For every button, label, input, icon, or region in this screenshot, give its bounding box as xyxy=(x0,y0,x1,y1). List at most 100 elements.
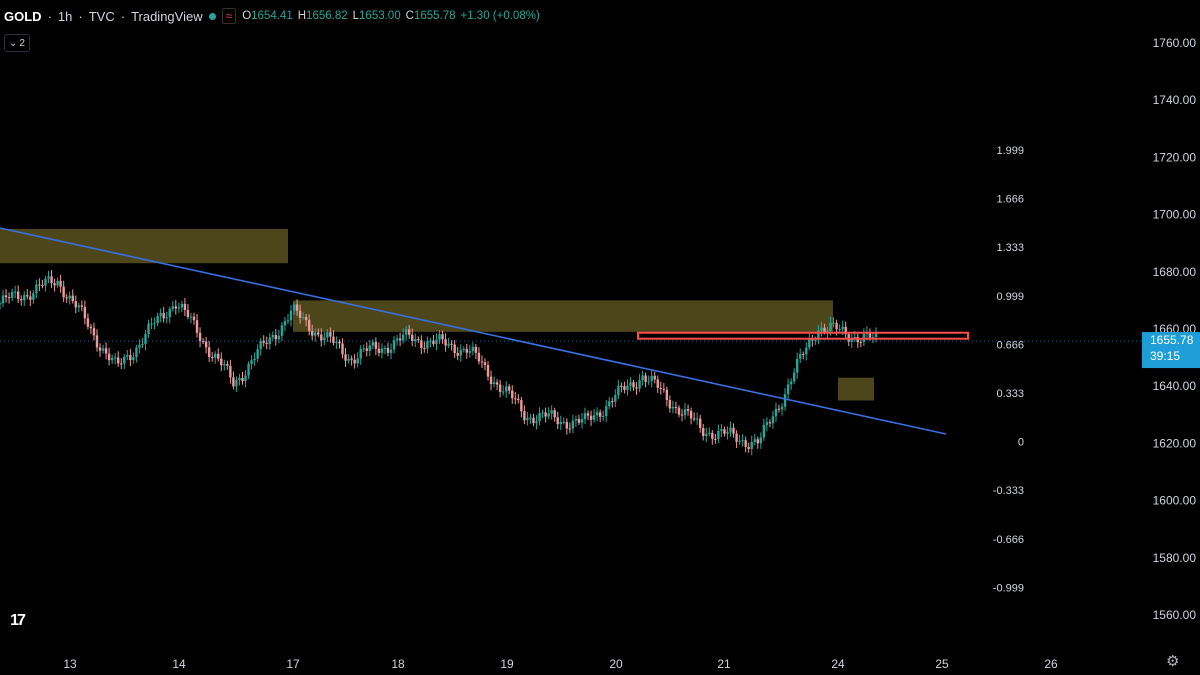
candle-body[interactable] xyxy=(77,305,81,308)
candle-body[interactable] xyxy=(553,410,556,418)
trendline[interactable] xyxy=(0,227,947,435)
candle-body[interactable] xyxy=(668,400,672,409)
candle-body[interactable] xyxy=(350,358,353,360)
candle-body[interactable] xyxy=(414,339,417,342)
candle-body[interactable] xyxy=(608,401,611,407)
candle-body[interactable] xyxy=(289,310,293,321)
candle-body[interactable] xyxy=(159,313,162,316)
candle-body[interactable] xyxy=(726,431,729,434)
candle-body[interactable] xyxy=(632,382,635,388)
candle-body[interactable] xyxy=(601,416,605,418)
candle-body[interactable] xyxy=(138,344,141,348)
candle-body[interactable] xyxy=(674,406,678,408)
candle-body[interactable] xyxy=(271,335,275,338)
candle-body[interactable] xyxy=(23,295,26,301)
candle-body[interactable] xyxy=(144,333,147,344)
candle-body[interactable] xyxy=(780,406,784,410)
candle-body[interactable] xyxy=(744,440,747,447)
candle-body[interactable] xyxy=(489,376,493,385)
candle-body[interactable] xyxy=(723,429,726,434)
candle-body[interactable] xyxy=(207,347,211,358)
candle-body[interactable] xyxy=(583,413,587,420)
symbol-name[interactable]: GOLD xyxy=(4,8,42,24)
candle-body[interactable] xyxy=(435,339,438,345)
candle-body[interactable] xyxy=(814,339,817,341)
candle-body[interactable] xyxy=(820,327,823,331)
candle-body[interactable] xyxy=(292,304,296,311)
candle-body[interactable] xyxy=(362,348,365,350)
candle-body[interactable] xyxy=(232,377,235,387)
candle-body[interactable] xyxy=(501,391,505,393)
candle-body[interactable] xyxy=(529,417,532,419)
candle-body[interactable] xyxy=(638,380,641,389)
candle-body[interactable] xyxy=(517,398,520,401)
candle-body[interactable] xyxy=(80,305,84,307)
candle-body[interactable] xyxy=(692,418,696,420)
candle-body[interactable] xyxy=(662,388,666,390)
candle-body[interactable] xyxy=(247,364,250,376)
candle-body[interactable] xyxy=(7,297,11,299)
candle-body[interactable] xyxy=(698,418,702,429)
candle-body[interactable] xyxy=(741,440,744,442)
demand-zone[interactable] xyxy=(838,377,874,401)
candle-body[interactable] xyxy=(520,400,523,412)
candle-body[interactable] xyxy=(777,408,781,410)
candle-body[interactable] xyxy=(304,317,308,321)
candle-body[interactable] xyxy=(665,389,669,401)
candle-body[interactable] xyxy=(259,340,262,350)
candle-body[interactable] xyxy=(338,341,341,344)
candle-body[interactable] xyxy=(611,401,614,403)
candle-body[interactable] xyxy=(50,276,53,284)
candle-body[interactable] xyxy=(180,303,184,308)
candle-body[interactable] xyxy=(850,339,853,342)
candle-body[interactable] xyxy=(392,340,396,350)
candle-body[interactable] xyxy=(444,339,447,346)
candle-body[interactable] xyxy=(486,365,490,377)
candle-body[interactable] xyxy=(195,320,199,333)
candle-body[interactable] xyxy=(738,440,741,442)
candle-body[interactable] xyxy=(835,322,838,330)
candle-body[interactable] xyxy=(532,417,535,424)
candle-body[interactable] xyxy=(13,291,17,293)
candle-body[interactable] xyxy=(474,346,478,353)
candle-body[interactable] xyxy=(401,334,405,341)
candle-body[interactable] xyxy=(223,364,226,366)
candle-body[interactable] xyxy=(235,380,238,387)
candle-body[interactable] xyxy=(386,347,390,353)
candle-body[interactable] xyxy=(277,335,281,340)
candle-body[interactable] xyxy=(250,360,253,365)
candle-body[interactable] xyxy=(301,317,305,319)
candle-body[interactable] xyxy=(677,407,681,415)
candle-body[interactable] xyxy=(168,308,171,318)
candle-body[interactable] xyxy=(171,306,174,309)
candle-body[interactable] xyxy=(314,332,317,336)
candle-body[interactable] xyxy=(38,284,41,286)
candle-body[interactable] xyxy=(380,348,384,353)
candle-body[interactable] xyxy=(562,421,565,423)
candle-body[interactable] xyxy=(214,353,217,358)
candle-body[interactable] xyxy=(483,362,487,366)
candle-body[interactable] xyxy=(823,327,826,332)
candle-body[interactable] xyxy=(614,395,617,402)
candle-body[interactable] xyxy=(192,316,196,321)
candle-body[interactable] xyxy=(774,408,778,417)
market-status-icon[interactable] xyxy=(208,12,216,20)
candle-body[interactable] xyxy=(41,285,44,287)
candle-body[interactable] xyxy=(526,418,529,421)
candle-body[interactable] xyxy=(786,384,790,395)
candle-body[interactable] xyxy=(795,358,799,373)
candle-body[interactable] xyxy=(44,278,47,286)
candle-body[interactable] xyxy=(868,332,872,338)
candle-body[interactable] xyxy=(623,386,626,390)
candle-body[interactable] xyxy=(626,385,629,390)
candle-body[interactable] xyxy=(659,387,662,389)
candle-body[interactable] xyxy=(717,430,720,439)
candle-body[interactable] xyxy=(771,416,775,424)
candle-body[interactable] xyxy=(783,394,787,407)
candle-body[interactable] xyxy=(341,343,344,355)
candle-body[interactable] xyxy=(705,433,708,436)
candle-body[interactable] xyxy=(656,379,659,388)
candle-body[interactable] xyxy=(747,446,750,450)
candle-body[interactable] xyxy=(150,323,153,325)
